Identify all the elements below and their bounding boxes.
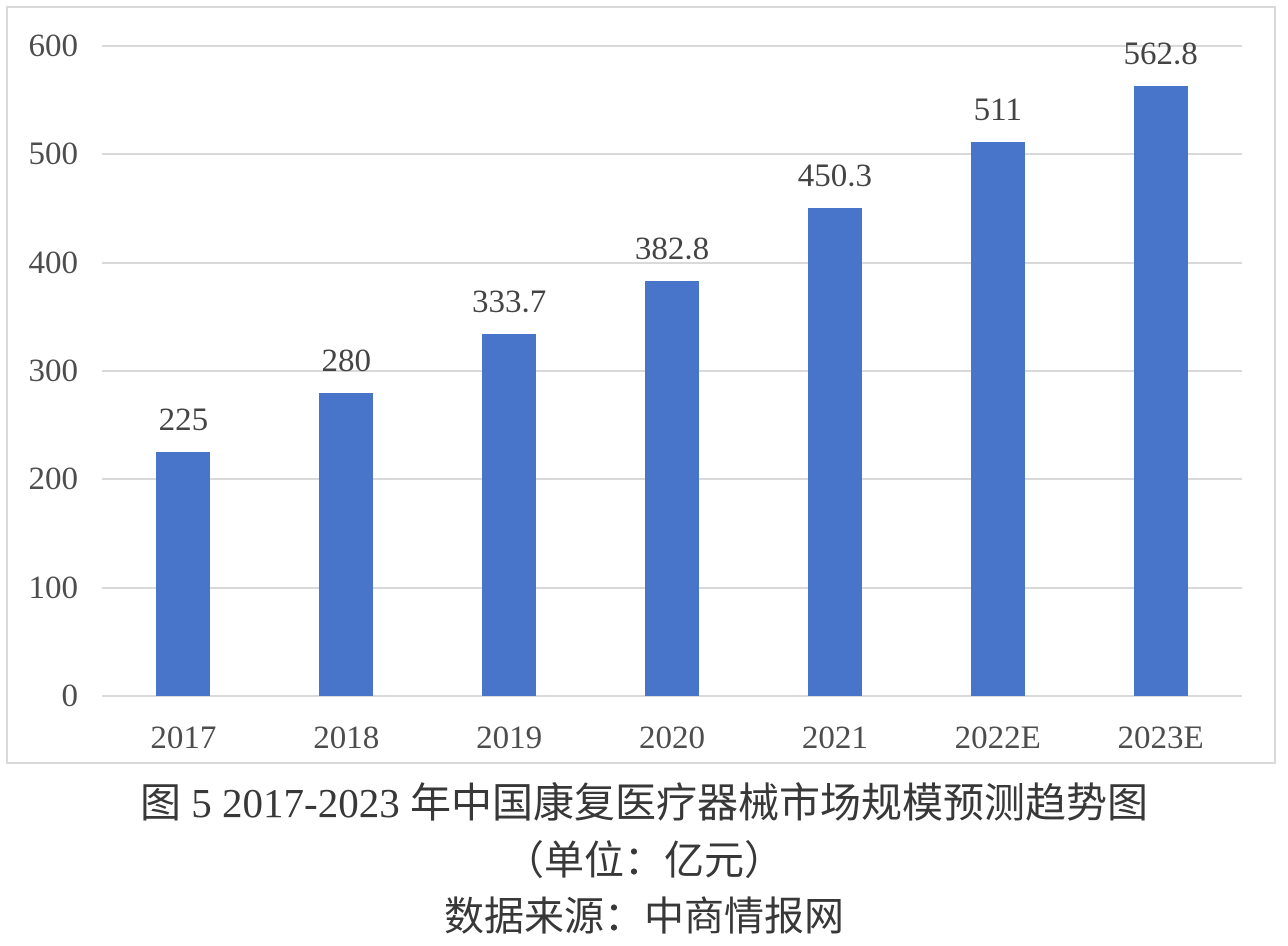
bar-2020: [645, 281, 699, 696]
bar-2021: [807, 208, 862, 696]
bar-value-label: 225: [158, 402, 209, 439]
bar-value-label: 562.8: [1123, 36, 1198, 73]
y-tick-label: 600: [28, 28, 79, 64]
bar-2023E: [1133, 86, 1188, 696]
x-tick-label: 2021: [801, 720, 868, 756]
gridline: [102, 45, 1242, 47]
y-tick-label: 400: [28, 244, 79, 281]
bar-2019: [482, 334, 537, 696]
x-tick-label: 2017: [150, 720, 217, 756]
y-tick-label: 500: [28, 136, 79, 173]
y-tick-label: 200: [28, 461, 79, 498]
x-tick-label: 2020: [639, 720, 705, 756]
gridline: [102, 695, 1242, 697]
figure-caption-title: 图 5 2017-2023 年中国康复医疗器械市场规模预测趋势图: [140, 780, 1148, 826]
y-tick-label: 0: [61, 678, 79, 714]
bar-value-label: 382.8: [634, 231, 710, 268]
bar-value-label: 333.7: [472, 284, 547, 321]
figure-caption-unit: （单位：亿元）: [504, 838, 784, 883]
figure-caption-source: 数据来源：中商情报网: [444, 894, 844, 939]
gridline: [102, 153, 1242, 156]
x-tick-label: 2022E: [954, 720, 1041, 756]
x-tick-label: 2019: [476, 720, 543, 756]
bar-value-label: 450.3: [797, 158, 872, 195]
bar-value-label: 280: [321, 342, 372, 379]
bar-2022E: [970, 142, 1025, 696]
figure-caption: 图 5 2017-2023 年中国康复医疗器械市场规模预测趋势图 （单位：亿元）…: [0, 774, 1288, 944]
x-tick-label: 2023E: [1117, 720, 1204, 756]
y-tick-label: 300: [28, 353, 79, 389]
bar-2018: [319, 392, 374, 696]
y-tick-label: 100: [28, 569, 79, 606]
gridline: [102, 261, 1242, 264]
bar-2017: [156, 452, 211, 696]
bar-value-label: 511: [973, 92, 1022, 129]
chart-frame: 0 100 200 300 400 500 600 225 2017 280 2018 333.7 20…: [6, 6, 1276, 764]
x-tick-label: 2018: [313, 720, 380, 756]
